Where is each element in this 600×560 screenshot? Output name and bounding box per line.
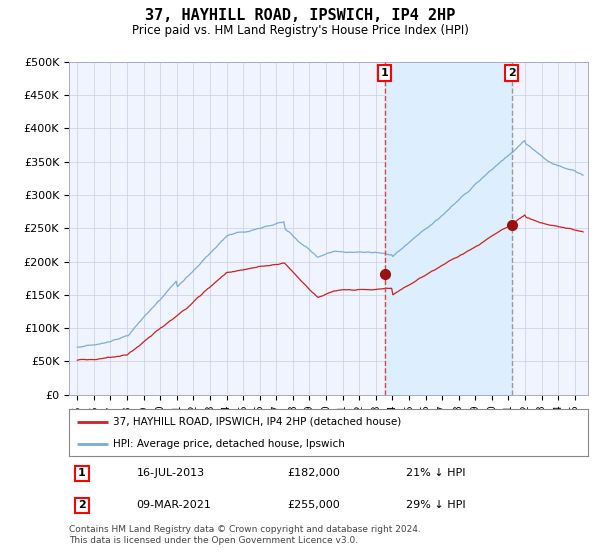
Text: 37, HAYHILL ROAD, IPSWICH, IP4 2HP: 37, HAYHILL ROAD, IPSWICH, IP4 2HP xyxy=(145,8,455,24)
Text: 2: 2 xyxy=(78,501,86,510)
Text: 21% ↓ HPI: 21% ↓ HPI xyxy=(406,468,466,478)
Text: Price paid vs. HM Land Registry's House Price Index (HPI): Price paid vs. HM Land Registry's House … xyxy=(131,24,469,37)
Text: 1: 1 xyxy=(78,468,86,478)
Text: 16-JUL-2013: 16-JUL-2013 xyxy=(136,468,205,478)
Text: £255,000: £255,000 xyxy=(287,501,340,510)
Text: 2: 2 xyxy=(508,68,515,78)
Text: 09-MAR-2021: 09-MAR-2021 xyxy=(136,501,211,510)
Text: £182,000: £182,000 xyxy=(287,468,340,478)
Bar xyxy=(385,62,512,395)
Text: HPI: Average price, detached house, Ipswich: HPI: Average price, detached house, Ipsw… xyxy=(113,438,345,449)
Text: 29% ↓ HPI: 29% ↓ HPI xyxy=(406,501,466,510)
Text: This data is licensed under the Open Government Licence v3.0.: This data is licensed under the Open Gov… xyxy=(69,536,358,545)
Text: 1: 1 xyxy=(381,68,389,78)
Text: Contains HM Land Registry data © Crown copyright and database right 2024.: Contains HM Land Registry data © Crown c… xyxy=(69,525,421,534)
Text: 37, HAYHILL ROAD, IPSWICH, IP4 2HP (detached house): 37, HAYHILL ROAD, IPSWICH, IP4 2HP (deta… xyxy=(113,417,401,427)
